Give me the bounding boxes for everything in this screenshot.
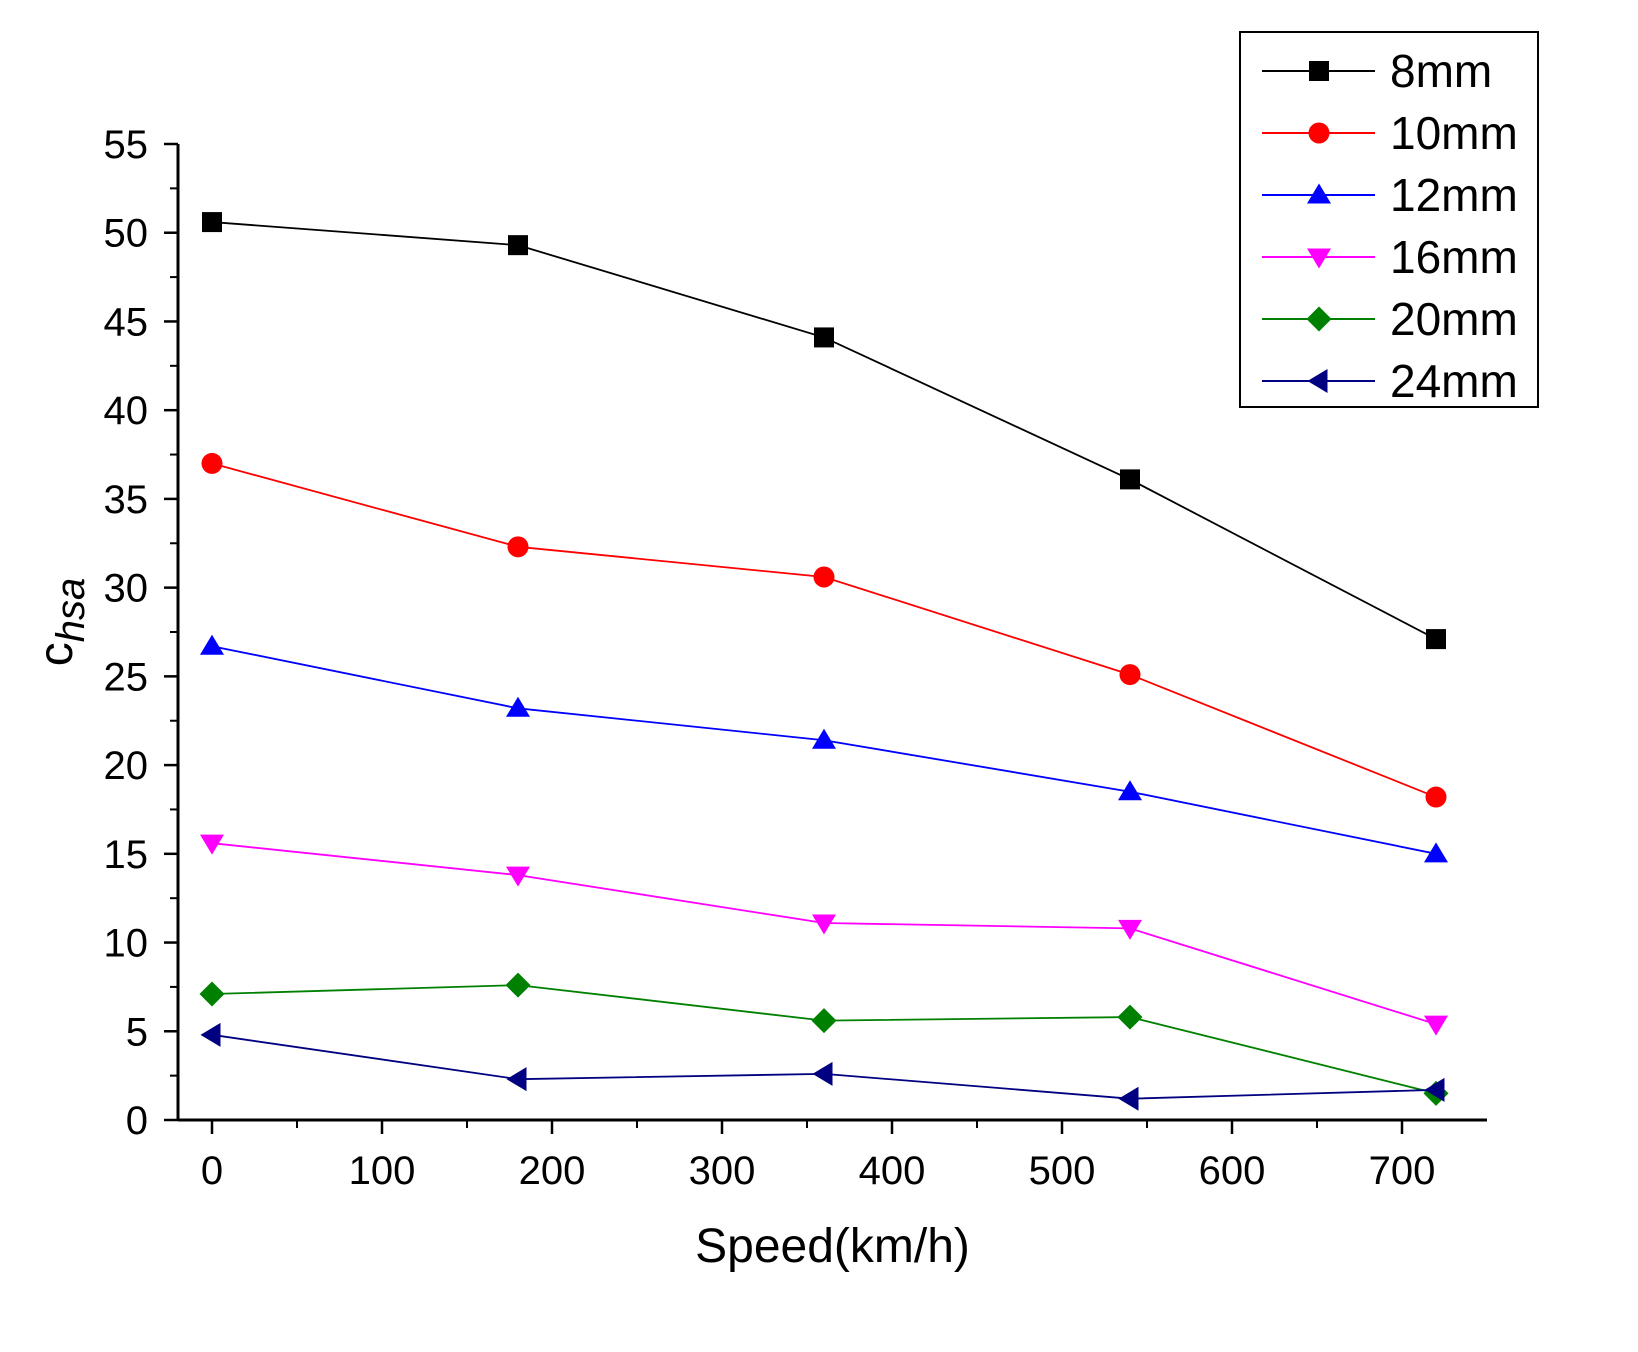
x-tick-label: 0 — [201, 1149, 223, 1193]
legend-marker — [1308, 122, 1330, 144]
data-point — [1424, 842, 1448, 863]
series-line — [211, 645, 1437, 855]
y-tick-label: 5 — [126, 1010, 148, 1054]
legend-item: 10mm — [1262, 107, 1518, 159]
data-point — [506, 1067, 527, 1092]
x-tick-label: 400 — [859, 1149, 926, 1193]
series-8mm — [202, 212, 1446, 650]
x-axis-title: Speed(km/h) — [695, 1220, 970, 1273]
data-point — [508, 235, 528, 256]
legend-label: 10mm — [1390, 107, 1518, 159]
data-point — [200, 1022, 221, 1047]
data-point — [1424, 1077, 1445, 1102]
y-tick-label: 40 — [104, 389, 149, 433]
y-tick-label: 30 — [104, 567, 149, 611]
data-point — [1426, 629, 1446, 650]
y-axis-title: chsa — [30, 578, 93, 667]
data-point — [812, 728, 836, 749]
data-point — [1119, 664, 1141, 686]
legend-marker — [1307, 183, 1331, 204]
y-tick-label: 35 — [104, 478, 149, 522]
axes: 0 100 200 300 400 500 600 700 0 5 10 15 20 25 30 35 40 45… — [104, 123, 1487, 1193]
x-tick-label: 700 — [1369, 1149, 1436, 1193]
series-24mm — [200, 1022, 1445, 1111]
x-tick-label: 600 — [1199, 1149, 1266, 1193]
data-point — [201, 452, 223, 474]
data-point — [1117, 1004, 1143, 1030]
data-point — [505, 972, 531, 998]
legend-label: 12mm — [1390, 169, 1518, 221]
legend-label: 8mm — [1390, 45, 1492, 97]
series-16mm — [200, 834, 1448, 1036]
data-point — [1118, 919, 1142, 940]
series-12mm — [200, 634, 1448, 863]
series-layer — [199, 212, 1449, 1111]
y-axis-title-base: c — [30, 642, 83, 666]
y-tick-label: 50 — [104, 212, 149, 256]
legend-label: 20mm — [1390, 293, 1518, 345]
data-point — [1120, 469, 1140, 490]
y-tick-label: 10 — [104, 922, 149, 966]
data-point — [507, 536, 529, 558]
x-tick-label: 300 — [689, 1149, 756, 1193]
data-point — [1118, 1086, 1139, 1111]
legend-marker — [1307, 248, 1331, 269]
legend-item: 20mm — [1262, 293, 1518, 345]
y-tick-label: 15 — [104, 833, 149, 877]
legend-label: 24mm — [1390, 355, 1518, 407]
data-point — [200, 834, 224, 855]
data-point — [811, 1008, 837, 1034]
legend-label: 16mm — [1390, 231, 1518, 283]
y-tick-label: 0 — [126, 1099, 148, 1143]
legend-item: 24mm — [1262, 355, 1518, 407]
legend-marker — [1309, 61, 1329, 81]
series-10mm — [201, 452, 1447, 808]
x-tick-label: 100 — [349, 1149, 416, 1193]
data-point — [1424, 1015, 1448, 1036]
y-axis-title-subscript: hsa — [49, 578, 93, 643]
data-point — [202, 212, 222, 233]
y-tick-label: 25 — [104, 655, 149, 699]
y-tick-label: 20 — [104, 744, 149, 788]
data-point — [812, 914, 836, 935]
legend-item: 8mm — [1262, 45, 1492, 97]
legend-item: 16mm — [1262, 231, 1518, 283]
y-tick-label: 45 — [104, 300, 149, 344]
data-point — [200, 634, 224, 655]
data-point — [506, 866, 530, 887]
data-point — [1118, 780, 1142, 801]
legend-box — [1239, 31, 1539, 408]
legend: 8mm 10mm 12mm 16mm 20mm 24mm — [1239, 31, 1539, 408]
data-point — [812, 1061, 833, 1086]
data-point — [814, 327, 834, 348]
legend-marker — [1306, 306, 1332, 332]
data-point — [506, 696, 530, 717]
series-line — [211, 1033, 1437, 1100]
data-point — [199, 981, 225, 1007]
data-point — [1425, 786, 1447, 808]
series-20mm — [199, 972, 1449, 1106]
legend-marker — [1307, 369, 1328, 393]
legend-item: 12mm — [1262, 169, 1518, 221]
x-tick-label: 500 — [1029, 1149, 1096, 1193]
y-tick-label: 55 — [104, 123, 149, 167]
data-point — [813, 566, 835, 588]
x-tick-label: 200 — [519, 1149, 586, 1193]
